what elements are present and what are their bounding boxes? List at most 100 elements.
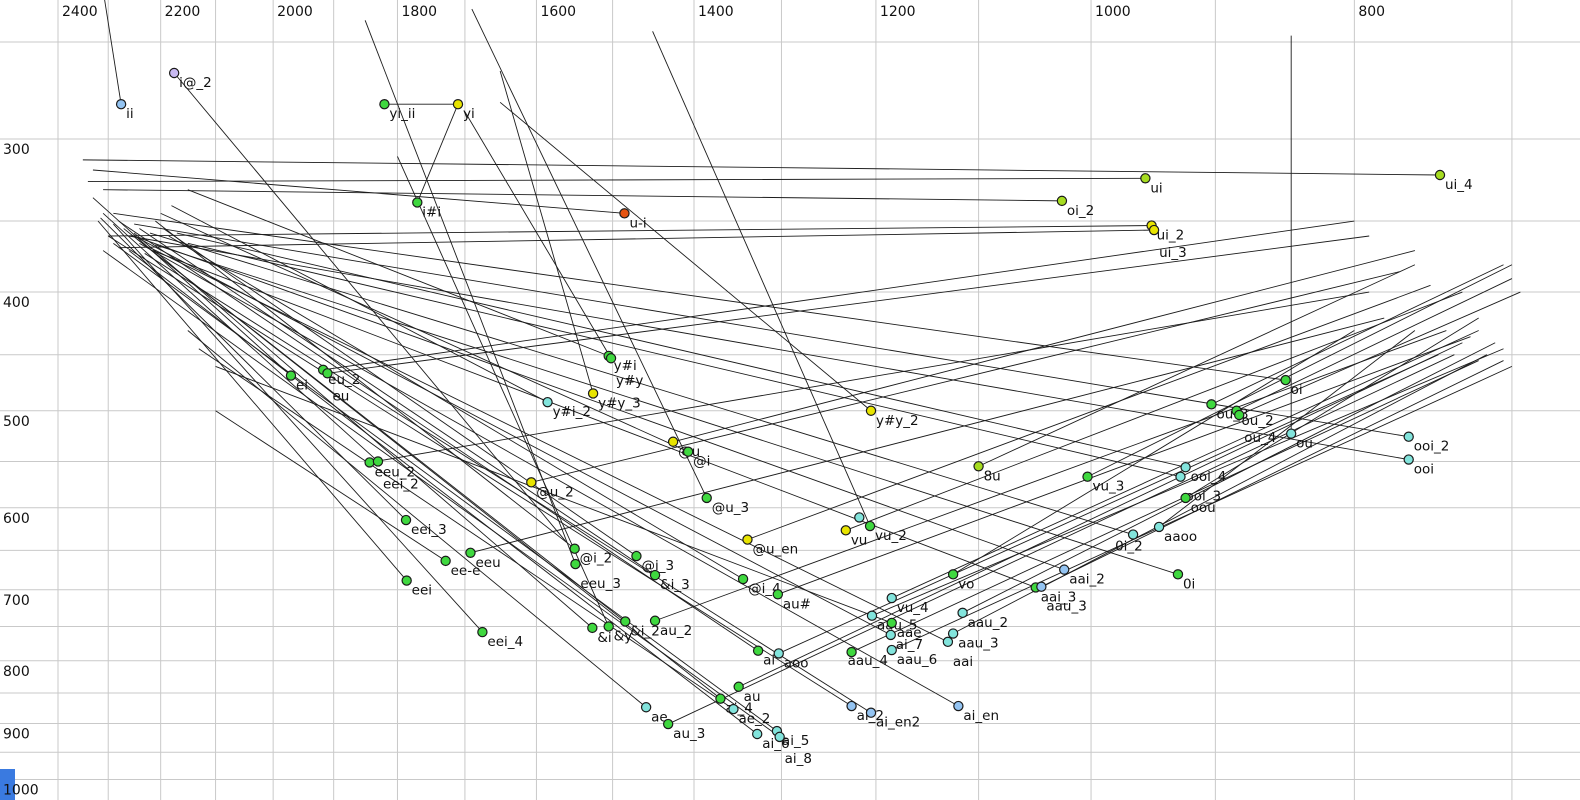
trajectory-line	[187, 189, 609, 357]
data-point[interactable]	[401, 575, 412, 586]
data-point[interactable]	[737, 573, 749, 585]
point-label: vu_3	[1093, 479, 1125, 495]
data-point[interactable]	[1175, 471, 1186, 482]
data-point[interactable]	[570, 558, 581, 570]
data-point[interactable]	[886, 617, 897, 629]
point-label: eeu_3	[580, 576, 621, 592]
trajectory-line	[108, 225, 1152, 237]
data-point[interactable]	[587, 622, 598, 634]
data-point[interactable]	[542, 396, 553, 408]
data-point[interactable]	[840, 525, 852, 536]
data-point[interactable]	[957, 607, 968, 619]
data-point[interactable]	[846, 700, 857, 712]
point-label: eei_2	[383, 476, 419, 492]
point-label: aau_3	[1046, 599, 1086, 615]
data-point[interactable]	[465, 547, 476, 558]
data-point[interactable]	[773, 648, 784, 659]
x-tick-label: 800	[1358, 4, 1385, 20]
data-point[interactable]	[846, 646, 857, 658]
data-point[interactable]	[742, 534, 753, 545]
data-point[interactable]	[1059, 564, 1070, 575]
data-point[interactable]	[947, 628, 959, 639]
data-point[interactable]	[1082, 471, 1093, 482]
data-point[interactable]	[864, 520, 876, 532]
data-point[interactable]	[865, 405, 877, 416]
data-point[interactable]	[364, 457, 375, 468]
trajectory-line	[92, 169, 625, 214]
data-point[interactable]	[440, 555, 451, 567]
data-point[interactable]	[662, 718, 674, 730]
data-point[interactable]	[1403, 431, 1414, 442]
data-point[interactable]	[854, 512, 865, 523]
data-point[interactable]	[886, 644, 897, 656]
data-point[interactable]	[168, 67, 180, 79]
data-point[interactable]	[886, 592, 897, 604]
data-point[interactable]	[619, 208, 630, 219]
data-point[interactable]	[526, 477, 537, 488]
data-point[interactable]	[715, 693, 726, 704]
point-label: aau_6	[897, 652, 937, 668]
x-tick-label: 2000	[277, 4, 313, 20]
data-point[interactable]	[620, 616, 631, 627]
data-point[interactable]	[452, 98, 464, 110]
data-point[interactable]	[379, 98, 390, 110]
trajectory-line	[187, 242, 1181, 478]
data-point[interactable]	[605, 353, 617, 364]
data-point[interactable]	[1434, 169, 1446, 181]
data-point[interactable]	[477, 626, 488, 638]
data-point[interactable]	[412, 197, 423, 208]
data-point[interactable]	[115, 98, 127, 110]
data-point[interactable]	[631, 550, 642, 562]
trajectory-line	[215, 410, 446, 562]
data-point[interactable]	[1403, 454, 1414, 465]
data-point[interactable]	[866, 610, 878, 621]
point-label: eei_3	[411, 522, 447, 538]
data-point[interactable]	[400, 514, 412, 526]
point-label: y#y_2	[876, 413, 919, 429]
data-point[interactable]	[587, 388, 599, 399]
data-point[interactable]	[1285, 428, 1297, 439]
data-point[interactable]	[1206, 399, 1217, 410]
data-point[interactable]	[772, 589, 784, 600]
data-point[interactable]	[372, 456, 384, 467]
data-point[interactable]	[322, 368, 333, 379]
y-tick-label: 600	[3, 511, 30, 527]
data-point[interactable]	[1056, 195, 1068, 207]
data-point[interactable]	[942, 636, 954, 648]
data-point[interactable]	[603, 621, 614, 632]
data-point[interactable]	[728, 703, 739, 715]
data-point[interactable]	[1180, 462, 1191, 473]
data-point[interactable]	[885, 629, 896, 641]
data-point[interactable]	[285, 370, 297, 381]
point-label: eu_2	[328, 372, 360, 388]
data-point[interactable]	[649, 569, 661, 581]
data-point[interactable]	[701, 492, 712, 504]
y-tick-label: 900	[3, 726, 30, 742]
data-point[interactable]	[1153, 521, 1165, 533]
trajectory-line	[962, 342, 1496, 614]
data-point[interactable]	[682, 446, 694, 457]
data-point[interactable]	[640, 702, 652, 713]
trajectory-line	[92, 197, 292, 376]
data-point[interactable]	[1234, 409, 1245, 421]
data-point[interactable]	[569, 543, 580, 554]
data-point[interactable]	[752, 645, 764, 656]
data-point[interactable]	[1148, 224, 1160, 236]
data-point[interactable]	[1172, 569, 1184, 580]
data-point[interactable]	[733, 681, 744, 692]
data-point[interactable]	[1280, 374, 1291, 386]
data-point[interactable]	[865, 707, 877, 718]
data-point[interactable]	[973, 461, 984, 472]
data-point[interactable]	[667, 436, 679, 447]
trajectory-line	[133, 235, 891, 636]
data-point[interactable]	[1180, 492, 1191, 504]
data-point[interactable]	[649, 615, 661, 626]
data-point[interactable]	[1140, 173, 1151, 184]
data-point[interactable]	[953, 700, 964, 712]
data-point[interactable]	[1036, 581, 1047, 592]
data-point[interactable]	[1127, 529, 1139, 540]
data-point[interactable]	[947, 569, 959, 580]
data-point[interactable]	[752, 728, 763, 740]
data-point[interactable]	[774, 731, 785, 743]
